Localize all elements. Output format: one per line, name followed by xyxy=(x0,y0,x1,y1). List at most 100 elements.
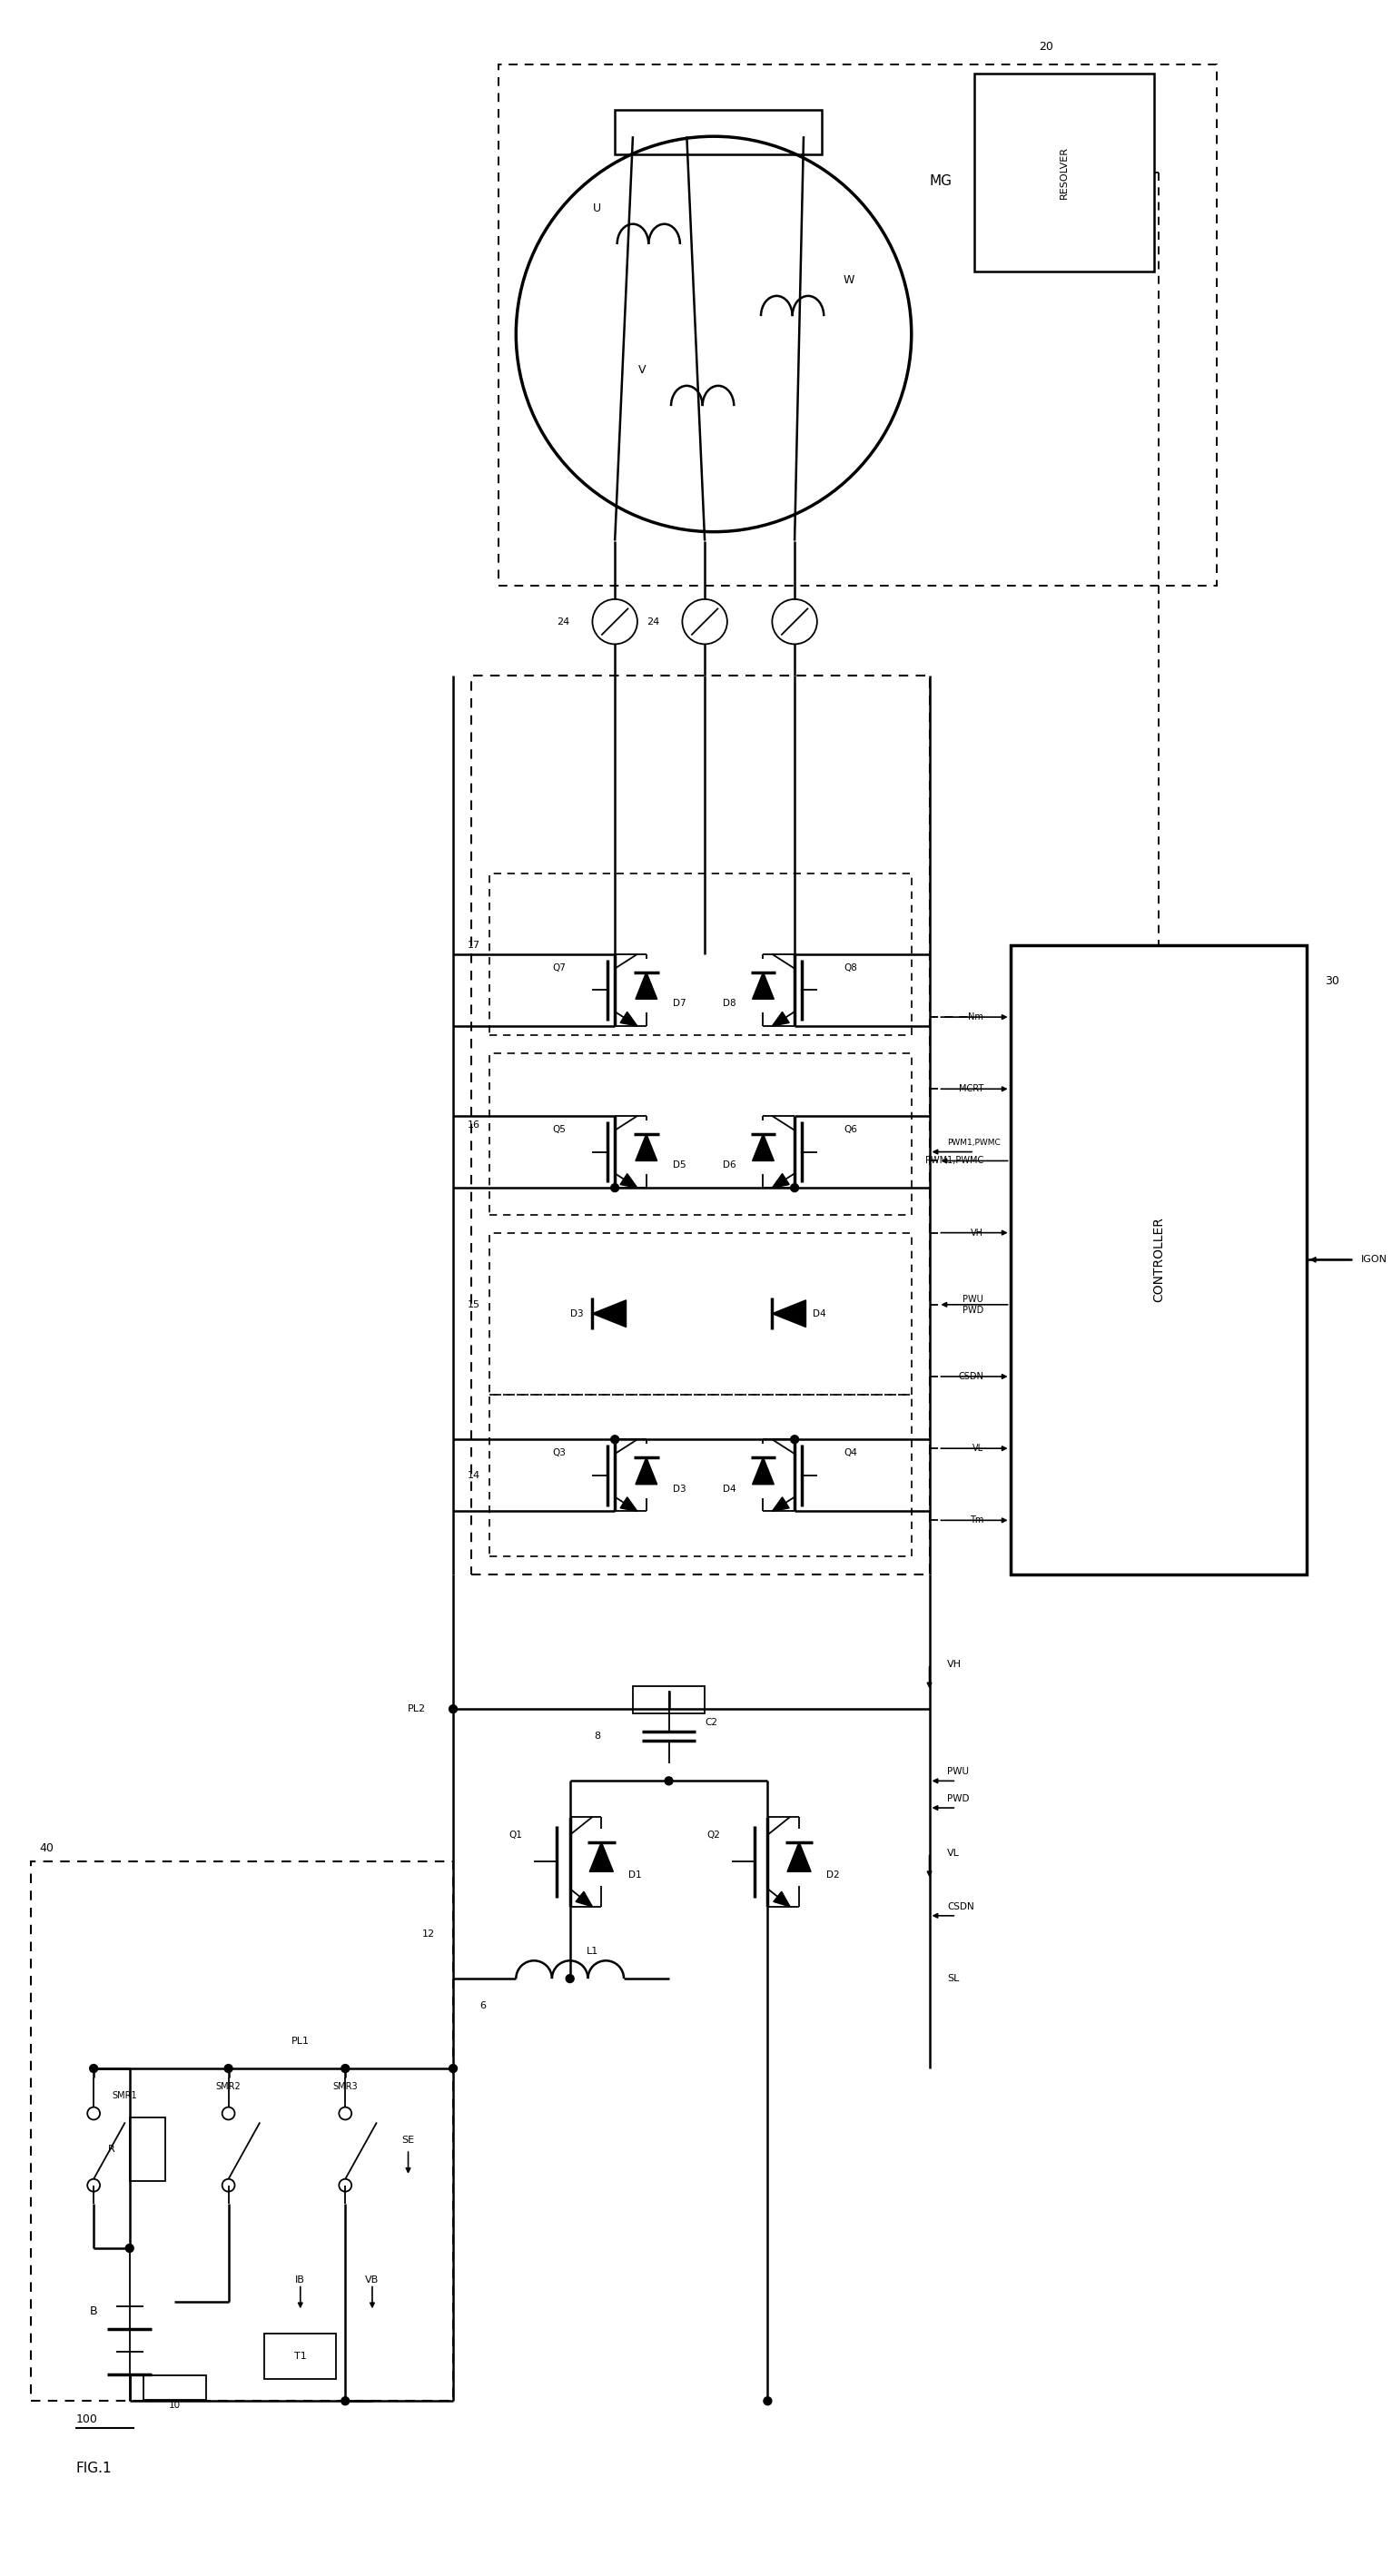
Text: 6: 6 xyxy=(480,2002,486,2009)
Circle shape xyxy=(764,2396,771,2406)
Text: 17: 17 xyxy=(468,940,480,951)
Text: W: W xyxy=(844,273,855,286)
Polygon shape xyxy=(773,1175,789,1188)
Text: 24: 24 xyxy=(647,618,660,626)
Bar xyxy=(31,1862,454,2401)
Polygon shape xyxy=(576,1891,593,1906)
Text: Q7: Q7 xyxy=(553,963,565,971)
Circle shape xyxy=(567,1976,574,1984)
Text: D7: D7 xyxy=(674,999,686,1007)
Circle shape xyxy=(665,1777,672,1785)
Text: L1: L1 xyxy=(586,1947,599,1955)
Text: PWU
PWD: PWU PWD xyxy=(962,1296,983,1314)
Text: 16: 16 xyxy=(468,1121,480,1128)
Circle shape xyxy=(791,1435,799,1443)
Text: D6: D6 xyxy=(722,1162,736,1170)
Text: V: V xyxy=(638,363,646,376)
Text: 30: 30 xyxy=(1325,976,1339,987)
Text: SMR2: SMR2 xyxy=(216,2081,241,2092)
Circle shape xyxy=(89,2063,97,2074)
Text: 100: 100 xyxy=(75,2414,97,2424)
Text: D3: D3 xyxy=(569,1309,583,1319)
Text: SMR1: SMR1 xyxy=(111,2092,136,2099)
Text: 8: 8 xyxy=(593,1731,600,1741)
Circle shape xyxy=(450,1705,457,1713)
Text: 14: 14 xyxy=(468,1471,480,1479)
Text: SE: SE xyxy=(402,2136,415,2146)
Text: PL1: PL1 xyxy=(291,2038,309,2045)
Polygon shape xyxy=(773,1301,806,1327)
Text: FIG.1: FIG.1 xyxy=(75,2463,111,2476)
Text: IGON: IGON xyxy=(1361,1255,1386,1265)
Bar xyxy=(615,108,821,155)
Text: SL: SL xyxy=(948,1973,959,1984)
Polygon shape xyxy=(752,1458,774,1484)
Polygon shape xyxy=(621,1012,638,1025)
Text: CSDN: CSDN xyxy=(948,1901,974,1911)
Text: 10: 10 xyxy=(168,2401,181,2411)
Text: C2: C2 xyxy=(704,1718,717,1726)
Text: Tm: Tm xyxy=(969,1515,983,1525)
Polygon shape xyxy=(636,1458,657,1484)
Text: SMR3: SMR3 xyxy=(333,2081,358,2092)
Text: D1: D1 xyxy=(628,1870,642,1880)
Bar xyxy=(1011,945,1307,1574)
Text: Q3: Q3 xyxy=(553,1448,565,1458)
Text: Q2: Q2 xyxy=(707,1832,721,1839)
Text: 15: 15 xyxy=(468,1301,480,1309)
Bar xyxy=(498,64,1217,585)
Circle shape xyxy=(450,2063,457,2074)
Bar xyxy=(129,2117,166,2182)
Polygon shape xyxy=(636,1133,657,1162)
Polygon shape xyxy=(774,1891,791,1906)
Polygon shape xyxy=(788,1842,812,1873)
Text: D2: D2 xyxy=(825,1870,839,1880)
Bar xyxy=(489,873,912,1036)
Bar xyxy=(470,675,930,1574)
Text: B: B xyxy=(89,2306,97,2316)
Text: D4: D4 xyxy=(813,1309,825,1319)
Text: VB: VB xyxy=(365,2275,379,2285)
Text: VL: VL xyxy=(973,1445,983,1453)
Text: Q4: Q4 xyxy=(844,1448,857,1458)
Text: VL: VL xyxy=(948,1847,960,1857)
Bar xyxy=(489,1394,912,1556)
Text: IB: IB xyxy=(295,2275,305,2285)
Polygon shape xyxy=(752,971,774,999)
Circle shape xyxy=(611,1435,619,1443)
Circle shape xyxy=(341,2396,349,2406)
Bar xyxy=(264,2334,337,2378)
Text: T1: T1 xyxy=(294,2352,306,2360)
Text: PL2: PL2 xyxy=(408,1705,426,1713)
Text: Q5: Q5 xyxy=(553,1126,565,1133)
Text: RESOLVER: RESOLVER xyxy=(1059,147,1069,198)
Polygon shape xyxy=(773,1012,789,1025)
Text: PWM1,PWMC: PWM1,PWMC xyxy=(926,1157,983,1164)
Text: D3: D3 xyxy=(674,1484,686,1494)
Text: Nm: Nm xyxy=(967,1012,983,1023)
Polygon shape xyxy=(621,1175,638,1188)
Bar xyxy=(633,1687,704,1713)
Bar xyxy=(974,75,1154,270)
Polygon shape xyxy=(593,1301,626,1327)
Text: U: U xyxy=(593,204,601,214)
Text: R: R xyxy=(109,2146,116,2154)
Circle shape xyxy=(791,1185,799,1193)
Polygon shape xyxy=(621,1497,638,1512)
Text: CONTROLLER: CONTROLLER xyxy=(1153,1216,1165,1303)
Text: D8: D8 xyxy=(722,999,736,1007)
Text: 12: 12 xyxy=(422,1929,436,1937)
Polygon shape xyxy=(636,971,657,999)
Text: Q1: Q1 xyxy=(509,1832,523,1839)
Circle shape xyxy=(611,1185,619,1193)
Text: Q6: Q6 xyxy=(844,1126,857,1133)
Text: D5: D5 xyxy=(674,1162,686,1170)
Bar xyxy=(489,1234,912,1394)
Circle shape xyxy=(341,2063,349,2074)
Text: MG: MG xyxy=(930,175,952,188)
Text: CSDN: CSDN xyxy=(958,1373,983,1381)
Circle shape xyxy=(125,2244,134,2251)
Bar xyxy=(489,1054,912,1216)
Text: D4: D4 xyxy=(722,1484,736,1494)
Text: PWM1,PWMC: PWM1,PWMC xyxy=(948,1139,1001,1146)
